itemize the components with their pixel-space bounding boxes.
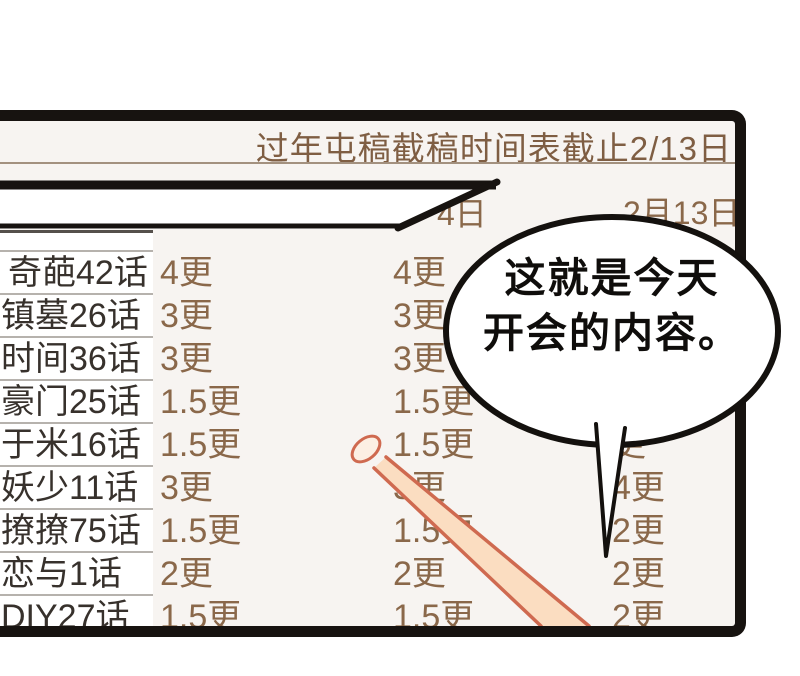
row-update-count-2: 1.5更 (393, 512, 475, 550)
table-row: 恋与1话 2更 2更 2更 (0, 554, 746, 597)
separator-line (0, 465, 153, 467)
table-row: DIY27话 1.5更 1.5更 2更 (0, 597, 746, 640)
separator-line (0, 293, 153, 295)
row-title: 镇墓26话 (1, 297, 141, 335)
row-update-count-2: 1.5更 (393, 426, 475, 464)
table-row: 时间36话 3更 3更 (0, 339, 746, 382)
table-row: 妖少11话 3更 3更 4更 (0, 468, 746, 511)
row-title: 豪门25话 (1, 383, 141, 421)
row-update-count-3: 更 (612, 426, 646, 464)
row-title: 于米16话 (1, 426, 141, 464)
row-update-count-1: 3更 (160, 340, 213, 378)
row-update-count-2: 3更 (393, 469, 446, 507)
row-update-count-1: 1.5更 (160, 512, 242, 550)
row-update-count-3: 2更 (612, 598, 665, 636)
row-update-count-1: 1.5更 (160, 383, 242, 421)
row-update-count-2: 3更 (393, 340, 446, 378)
column-header-date-2: 2月13日 (623, 195, 741, 231)
row-update-count-1: 3更 (160, 297, 213, 335)
row-update-count-2: 1.5更 (393, 383, 475, 421)
row-update-count-2: 2更 (393, 555, 446, 593)
row-title: 奇葩42话 (8, 254, 148, 292)
row-update-count-3: 2更 (612, 555, 665, 593)
row-title: 妖少11话 (1, 469, 139, 507)
separator-line (0, 336, 153, 338)
row-update-count-1: 3更 (160, 469, 213, 507)
separator-line (0, 422, 153, 424)
speech-line-1: 这就是今天 (504, 255, 720, 301)
separator-line (0, 508, 153, 510)
title-underline (0, 162, 737, 164)
table-row: 撩撩75话 1.5更 1.5更 2更 (0, 511, 746, 554)
row-title: 时间36话 (1, 340, 141, 378)
separator-line (0, 230, 153, 233)
row-update-count-1: 1.5更 (160, 598, 242, 636)
table-row: 镇墓26话 3更 3更 (0, 296, 746, 339)
separator-line (0, 250, 153, 252)
table-row: 于米16话 1.5更 1.5更 更 (0, 425, 746, 468)
row-update-count-3: 2更 (612, 512, 665, 550)
column-header-date-1: 4日 (437, 196, 487, 232)
table-row: 奇葩42话 4更 4更 (0, 253, 746, 296)
row-update-count-1: 1.5更 (160, 426, 242, 464)
row-update-count-2: 1.5更 (393, 598, 475, 636)
row-update-count-3: 4更 (612, 469, 665, 507)
title-column-background (0, 230, 153, 627)
separator-line (0, 551, 153, 553)
speech-bubble-text: 这就是今天 开会的内容。 (447, 251, 777, 361)
speech-line-2: 开会的内容。 (483, 310, 741, 356)
row-update-count-1: 4更 (160, 254, 213, 292)
row-update-count-2: 3更 (393, 297, 446, 335)
row-title: 撩撩75话 (1, 512, 141, 550)
row-title: 恋与1话 (1, 555, 122, 593)
row-update-count-1: 2更 (160, 555, 213, 593)
table-row: 豪门25话 1.5更 1.5更 (0, 382, 746, 425)
separator-line (0, 379, 153, 381)
row-update-count-2: 4更 (393, 254, 446, 292)
separator-line (0, 594, 153, 596)
table-title: 过年屯稿截稿时间表截止2/13日 (255, 130, 732, 167)
row-title: DIY27话 (1, 598, 130, 636)
